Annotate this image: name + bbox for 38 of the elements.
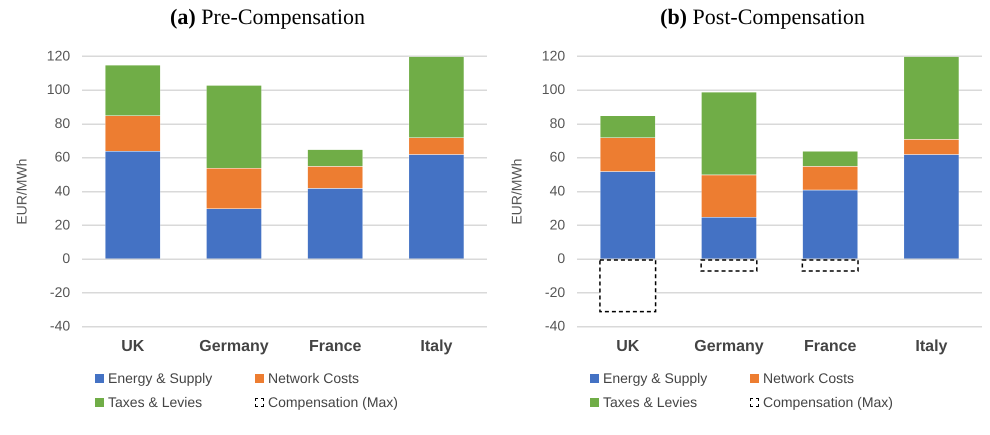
y-tick-label: -40 (544, 318, 566, 334)
y-tick-label: 100 (542, 81, 566, 98)
x-tick-label: Germany (694, 338, 764, 355)
y-axis-title: EUR/MWh (508, 158, 524, 225)
y-tick-label: 0 (557, 250, 566, 266)
y-tick-label: 100 (46, 81, 70, 98)
legend-label: Energy & Supply (108, 370, 212, 386)
legend-label: Compensation (Max) (268, 394, 398, 410)
legend-label: Compensation (Max) (763, 394, 893, 410)
y-tick-label: 120 (46, 47, 70, 64)
chart-title: (a) Pre-Compensation (169, 3, 366, 31)
x-tick-label: Italy (915, 338, 948, 355)
legend-label: Network Costs (763, 370, 854, 386)
y-tick-label: -40 (50, 318, 70, 334)
y-tick-label: 60 (550, 148, 566, 165)
x-tick-label: France (804, 338, 857, 355)
x-tick-label: Germany (199, 338, 269, 355)
y-tick-label: 80 (550, 114, 566, 131)
y-tick-label: 20 (550, 216, 566, 232)
legend-label: Network Costs (268, 370, 360, 386)
y-tick-label: 120 (542, 47, 566, 64)
y-tick-label: 40 (550, 182, 566, 198)
y-tick-label: -20 (50, 284, 70, 300)
y-axis-title: EUR/MWh (13, 158, 30, 225)
legend-label: Taxes & Levies (603, 394, 698, 410)
y-tick-label: 80 (54, 114, 70, 131)
legend-label: Energy & Supply (603, 370, 708, 386)
x-tick-label: Italy (420, 338, 453, 355)
chart-title: (b) Post-Compensation (659, 3, 866, 31)
x-tick-label: UK (616, 338, 640, 355)
legend-label: Taxes & Levies (108, 394, 202, 410)
x-tick-label: France (308, 338, 362, 355)
y-tick-label: 0 (62, 250, 70, 266)
y-tick-label: -20 (544, 284, 566, 300)
y-tick-label: 60 (54, 148, 70, 165)
y-tick-label: 20 (54, 216, 70, 232)
x-tick-label: UK (121, 338, 145, 355)
y-tick-label: 40 (54, 182, 70, 198)
